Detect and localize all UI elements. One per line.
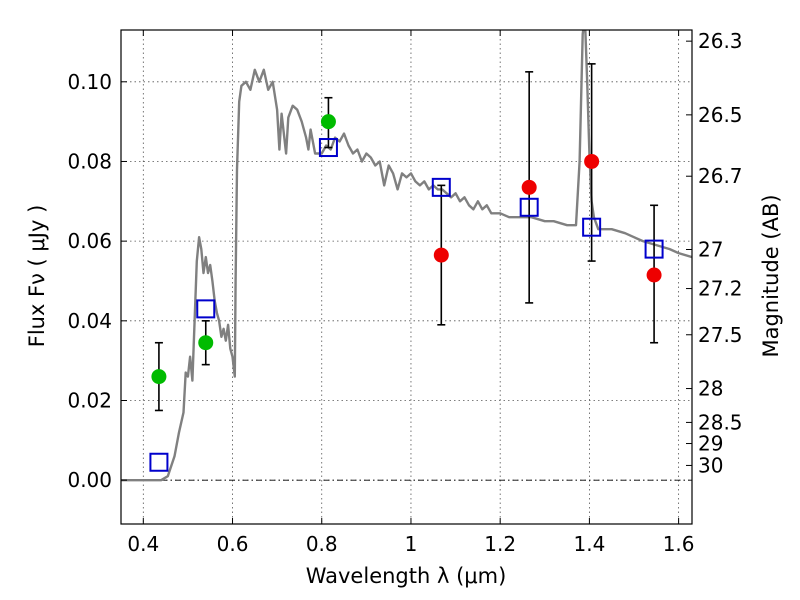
right-tick-label: 30 <box>698 453 723 477</box>
right-tick-label: 26.5 <box>698 103 743 127</box>
x-tick-label: 0.4 <box>127 532 159 556</box>
x-tick-label: 1.2 <box>484 532 516 556</box>
right-tick-label: 27.5 <box>698 323 743 347</box>
observed-data-point <box>521 179 537 195</box>
model-photometry-square <box>582 217 602 237</box>
model-photometry-square <box>519 197 539 217</box>
x-tick-label: 0.8 <box>306 532 338 556</box>
spectrum-layer <box>121 30 692 482</box>
x-tick-label: 1 <box>405 532 418 556</box>
model-photometry-square <box>431 177 451 197</box>
y-tick-label: 0.04 <box>67 309 112 333</box>
errorbars <box>154 63 659 412</box>
observed-data-point <box>320 114 336 130</box>
right-tick-label: 26.7 <box>698 164 743 188</box>
model-photometry-square <box>644 239 664 259</box>
model-photometry-square <box>196 299 216 319</box>
model-photometry-square <box>318 138 338 158</box>
model-photometry-square <box>149 452 169 472</box>
observed-data-point <box>198 335 214 351</box>
y-axis-label: Flux Fν ( μJy ) <box>25 205 49 348</box>
right-tick-label: 27.2 <box>698 277 743 301</box>
y-tick-label: 0.00 <box>67 468 112 492</box>
right-tick-label: 26.3 <box>698 29 743 53</box>
right-tick-label: 29 <box>698 432 723 456</box>
grid <box>121 30 692 524</box>
y-tick-label: 0.10 <box>67 70 112 94</box>
markers <box>149 114 664 472</box>
observed-data-point <box>646 267 662 283</box>
x-tick-label: 1.6 <box>663 532 695 556</box>
plot-frame <box>120 29 693 525</box>
ticks <box>121 30 692 524</box>
right-axis-label: Magnitude (AB) <box>759 194 783 357</box>
right-tick-label: 27 <box>698 238 723 262</box>
model-spectrum-line <box>121 30 692 482</box>
x-tick-label: 0.6 <box>217 532 249 556</box>
right-tick-label: 28 <box>698 377 723 401</box>
tick-labels: 0.4 0.6 0.8 1 1.2 1.4 1.6 0.00 0.02 0.04 0.06 0.08 0… <box>67 29 742 556</box>
x-axis-label: Wavelength λ (μm) <box>306 564 507 588</box>
y-tick-label: 0.08 <box>67 149 112 173</box>
observed-data-point <box>584 153 600 169</box>
right-tick-label: 28.5 <box>698 410 743 434</box>
y-tick-label: 0.06 <box>67 229 112 253</box>
x-tick-label: 1.4 <box>573 532 605 556</box>
observed-data-point <box>433 247 449 263</box>
observed-data-point <box>151 369 167 385</box>
y-tick-label: 0.02 <box>67 389 112 413</box>
